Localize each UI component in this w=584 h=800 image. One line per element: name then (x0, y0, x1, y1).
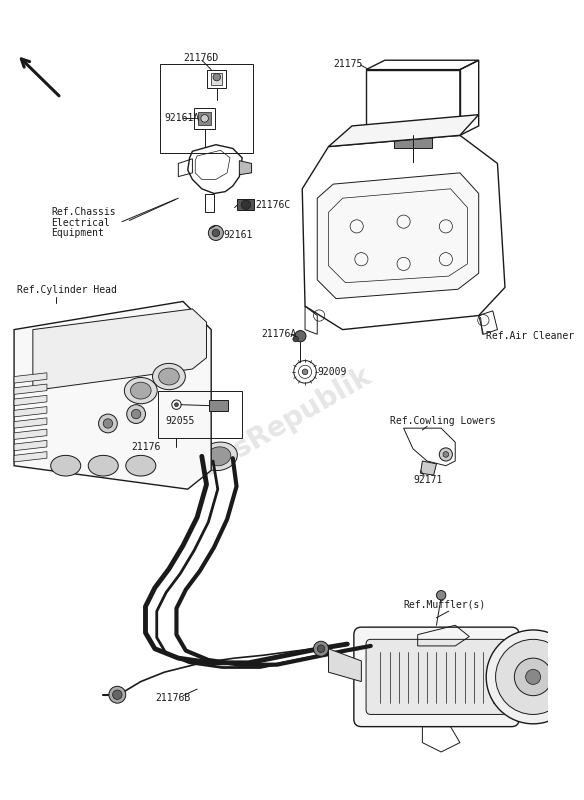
Polygon shape (33, 309, 207, 390)
Polygon shape (238, 199, 255, 210)
Ellipse shape (167, 442, 204, 470)
Circle shape (303, 369, 308, 374)
Circle shape (131, 410, 141, 418)
Circle shape (436, 590, 446, 600)
Polygon shape (14, 429, 47, 439)
Polygon shape (14, 406, 47, 417)
Polygon shape (14, 452, 47, 462)
Circle shape (201, 114, 208, 122)
Polygon shape (239, 161, 252, 174)
Circle shape (443, 452, 449, 458)
Circle shape (103, 418, 113, 428)
Text: 21176: 21176 (131, 442, 161, 452)
Polygon shape (14, 440, 47, 450)
Text: 92161: 92161 (224, 230, 253, 240)
Polygon shape (209, 400, 228, 411)
Polygon shape (198, 112, 211, 125)
Circle shape (317, 645, 325, 653)
Text: 21176A: 21176A (261, 330, 296, 339)
Circle shape (175, 403, 178, 406)
Polygon shape (211, 74, 223, 85)
Ellipse shape (126, 455, 156, 476)
Polygon shape (420, 461, 436, 475)
Polygon shape (394, 135, 432, 149)
Text: Ref.Cylinder Head: Ref.Cylinder Head (17, 285, 117, 295)
Text: PartsRepublik: PartsRepublik (172, 362, 376, 495)
Ellipse shape (159, 368, 179, 385)
Circle shape (109, 686, 126, 703)
Ellipse shape (88, 455, 119, 476)
Ellipse shape (130, 382, 151, 399)
Circle shape (496, 639, 571, 714)
Circle shape (212, 229, 220, 237)
FancyBboxPatch shape (366, 639, 507, 714)
Circle shape (515, 658, 552, 696)
Circle shape (113, 690, 122, 699)
Circle shape (295, 330, 306, 342)
Text: Ref.Muffler(s): Ref.Muffler(s) (404, 600, 486, 610)
Text: 92171: 92171 (413, 474, 442, 485)
Polygon shape (14, 373, 47, 383)
Ellipse shape (152, 363, 185, 390)
Polygon shape (317, 173, 479, 298)
Ellipse shape (124, 378, 157, 404)
Text: Equipment: Equipment (51, 228, 105, 238)
Polygon shape (14, 395, 47, 406)
Text: 92161A: 92161A (164, 114, 200, 123)
Circle shape (208, 226, 224, 241)
Text: 21176C: 21176C (255, 200, 291, 210)
FancyBboxPatch shape (354, 627, 519, 726)
Text: 21175: 21175 (333, 59, 363, 69)
Polygon shape (329, 649, 361, 682)
Circle shape (486, 630, 580, 724)
Circle shape (241, 200, 251, 210)
Ellipse shape (200, 442, 237, 470)
Ellipse shape (51, 455, 81, 476)
Polygon shape (14, 302, 211, 489)
Circle shape (213, 74, 221, 81)
Circle shape (526, 670, 541, 685)
Circle shape (439, 448, 453, 461)
Text: Ref.Air Cleaner: Ref.Air Cleaner (486, 331, 574, 341)
Text: 21176B: 21176B (155, 694, 190, 703)
Polygon shape (14, 418, 47, 428)
Ellipse shape (207, 447, 231, 466)
Text: Ref.Chassis: Ref.Chassis (51, 207, 116, 218)
Circle shape (127, 405, 145, 423)
Text: 21176D: 21176D (183, 54, 218, 63)
Text: 92009: 92009 (317, 367, 347, 377)
Polygon shape (329, 114, 479, 146)
Text: 92055: 92055 (165, 416, 194, 426)
Circle shape (314, 642, 329, 656)
Text: Ref.Cowling Lowers: Ref.Cowling Lowers (390, 416, 495, 426)
Circle shape (99, 414, 117, 433)
Circle shape (293, 336, 298, 342)
Polygon shape (14, 384, 47, 394)
Text: Electrical: Electrical (51, 218, 110, 228)
Ellipse shape (173, 447, 198, 466)
